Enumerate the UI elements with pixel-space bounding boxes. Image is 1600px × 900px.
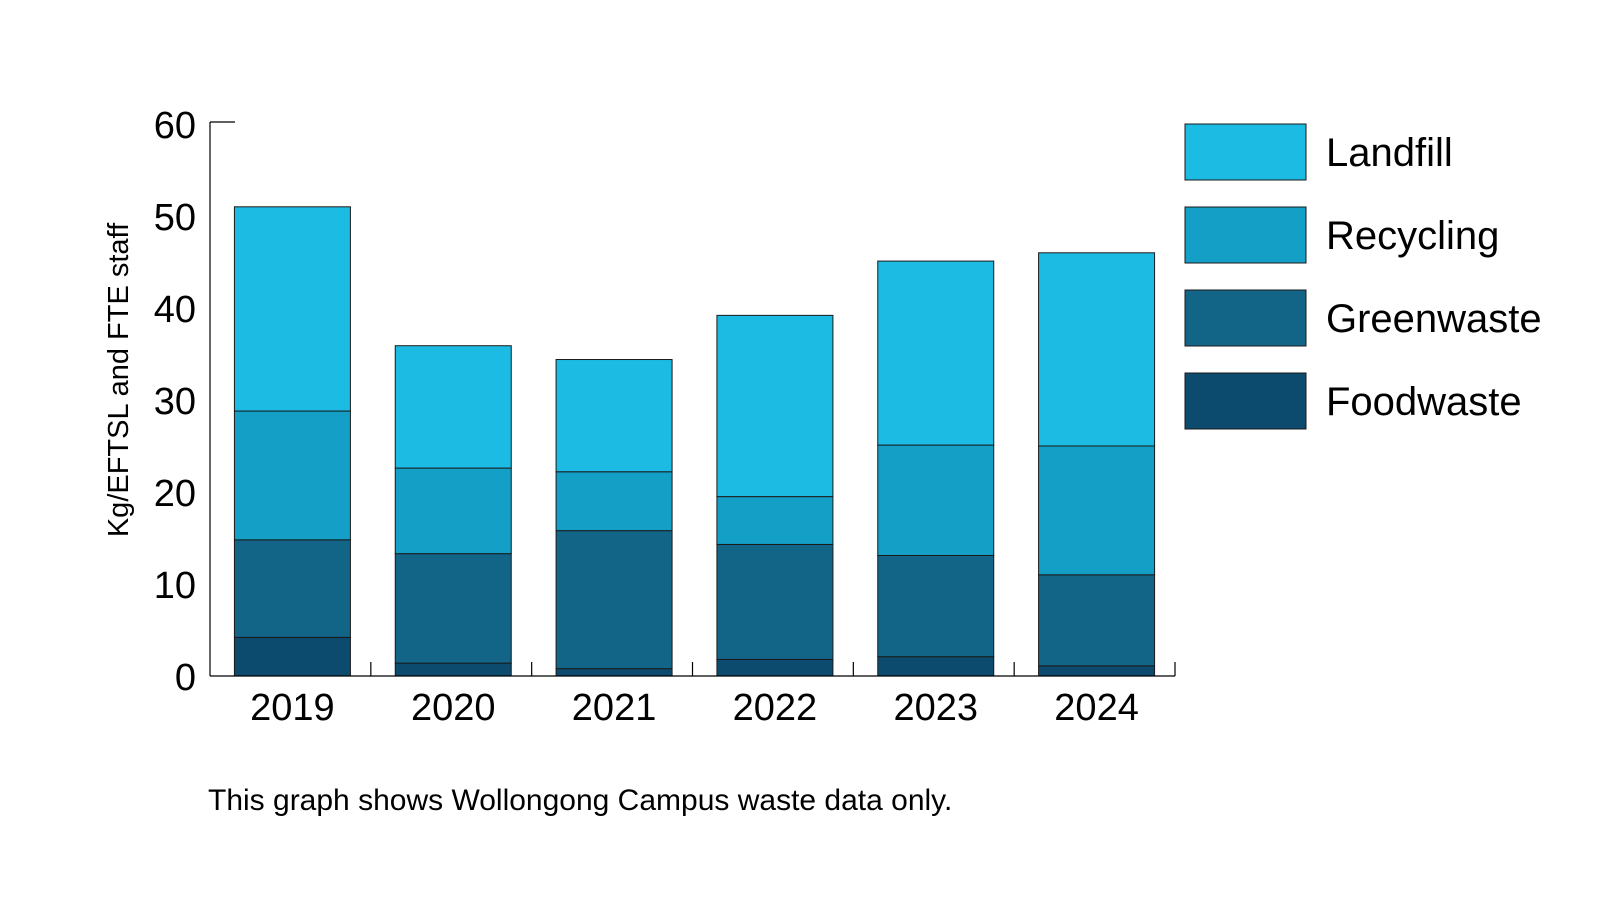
legend-swatch-recycling xyxy=(1184,206,1307,264)
y-tick-label-10: 10 xyxy=(154,565,196,607)
bar-landfill-2024 xyxy=(1038,252,1156,447)
axes-layer: 2019 2020 2021 2022 2023 2024 0 10 20 30 40 50 60 xyxy=(154,105,1176,729)
x-tick-label-2023: 2023 xyxy=(893,687,978,729)
x-tick-label-2022: 2022 xyxy=(733,687,818,729)
bar-group-2020 xyxy=(394,345,512,677)
bar-landfill-2021 xyxy=(555,359,673,473)
bar-recycling-2022 xyxy=(716,496,834,545)
bar-recycling-2024 xyxy=(1038,445,1156,576)
bars-layer xyxy=(233,206,1156,677)
bar-foodwaste-2024 xyxy=(1038,665,1156,677)
bar-landfill-2022 xyxy=(716,314,834,498)
bar-group-2022 xyxy=(716,314,834,677)
bar-greenwaste-2019 xyxy=(233,539,351,638)
x-tick-label-2020: 2020 xyxy=(411,687,496,729)
y-tick-label-30: 30 xyxy=(154,381,196,423)
y-axis-label: Kg/EFTSL and FTE staff xyxy=(103,222,135,537)
y-tick-label-40: 40 xyxy=(154,289,196,331)
legend-item-recycling: Recycling xyxy=(1184,206,1499,264)
bar-foodwaste-2021 xyxy=(555,668,673,677)
legend-item-foodwaste: Foodwaste xyxy=(1184,372,1522,430)
x-tick-label-2021: 2021 xyxy=(572,687,657,729)
bar-greenwaste-2020 xyxy=(394,553,512,664)
chart-caption: This graph shows Wollongong Campus waste… xyxy=(208,784,952,817)
legend-swatch-landfill xyxy=(1184,123,1307,181)
y-tick-label-60: 60 xyxy=(154,105,196,147)
bar-greenwaste-2023 xyxy=(877,554,995,658)
bar-foodwaste-2019 xyxy=(233,636,351,677)
legend-label-recycling: Recycling xyxy=(1326,214,1499,258)
legend-item-landfill: Landfill xyxy=(1184,123,1453,181)
bar-foodwaste-2022 xyxy=(716,658,834,677)
bar-foodwaste-2023 xyxy=(877,656,995,677)
y-tick-label-0: 0 xyxy=(175,657,196,699)
bar-greenwaste-2022 xyxy=(716,543,834,660)
bar-group-2023 xyxy=(877,260,995,677)
legend-label-foodwaste: Foodwaste xyxy=(1326,380,1522,424)
legend: Landfill Recycling Greenwaste Foodwaste xyxy=(1184,123,1542,430)
bar-landfill-2020 xyxy=(394,345,512,469)
bar-foodwaste-2020 xyxy=(394,662,512,677)
legend-label-greenwaste: Greenwaste xyxy=(1326,297,1542,341)
bar-recycling-2019 xyxy=(233,410,351,541)
bar-recycling-2021 xyxy=(555,471,673,532)
bar-landfill-2023 xyxy=(877,260,995,446)
legend-swatch-foodwaste xyxy=(1184,372,1307,430)
y-tick-label-20: 20 xyxy=(154,473,196,515)
y-tick-label-50: 50 xyxy=(154,197,196,239)
bar-greenwaste-2021 xyxy=(555,530,673,670)
bar-group-2021 xyxy=(555,359,673,677)
x-tick-label-2024: 2024 xyxy=(1054,687,1139,729)
bar-recycling-2020 xyxy=(394,467,512,555)
bar-group-2024 xyxy=(1038,252,1156,677)
bar-landfill-2019 xyxy=(233,206,351,412)
bar-recycling-2023 xyxy=(877,444,995,556)
legend-swatch-greenwaste xyxy=(1184,289,1307,347)
legend-label-landfill: Landfill xyxy=(1326,131,1453,175)
bar-group-2019 xyxy=(233,206,351,677)
x-tick-label-2019: 2019 xyxy=(250,687,335,729)
legend-item-greenwaste: Greenwaste xyxy=(1184,289,1542,347)
bar-greenwaste-2024 xyxy=(1038,574,1156,667)
